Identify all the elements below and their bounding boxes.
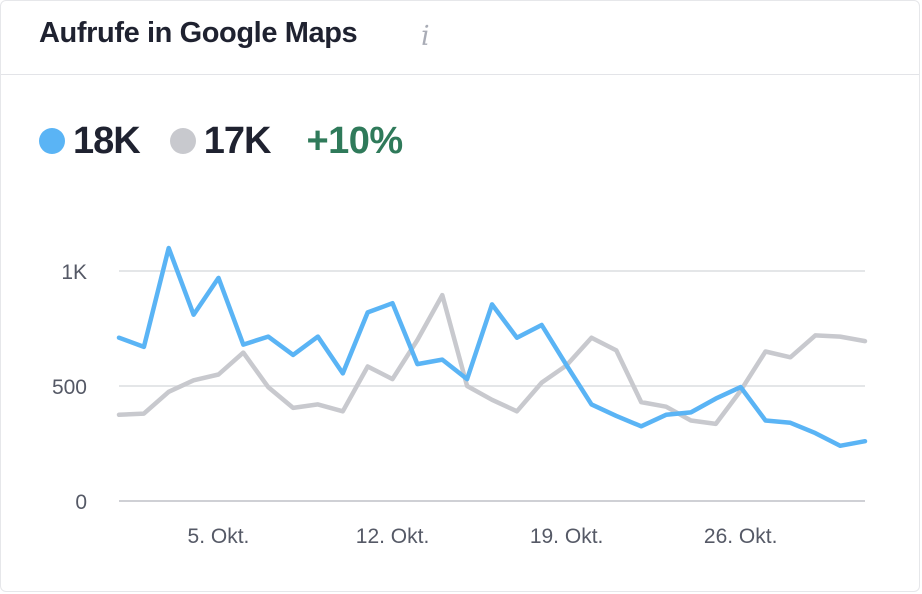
y-tick-label-1000: 1K bbox=[61, 261, 87, 284]
kpi-row: 18K 17K +10% bbox=[39, 113, 433, 169]
current-period-dot bbox=[39, 128, 65, 154]
current-period-value: 18K bbox=[73, 119, 141, 162]
change-percentage: +10% bbox=[306, 119, 403, 162]
kpi-previous: 17K bbox=[169, 119, 272, 163]
kpi-change: +10% bbox=[300, 119, 403, 163]
y-tick-label-0: 0 bbox=[75, 491, 87, 514]
x-tick-label: 26. Okt. bbox=[704, 525, 778, 548]
x-tick-label: 12. Okt. bbox=[356, 525, 430, 548]
previous-period-value: 17K bbox=[203, 119, 272, 162]
y-tick-label-500: 500 bbox=[52, 376, 87, 399]
x-tick-label: 5. Okt. bbox=[188, 525, 250, 548]
previous-period-dot bbox=[169, 128, 196, 154]
info-icon[interactable]: i bbox=[421, 21, 430, 52]
kpi-current: 18K bbox=[39, 119, 141, 163]
card-header: Aufrufe in Google Maps i bbox=[1, 1, 919, 75]
x-tick-label: 19. Okt. bbox=[530, 525, 604, 548]
series-line-current bbox=[116, 245, 868, 449]
widget-title: Aufrufe in Google Maps bbox=[39, 17, 358, 49]
